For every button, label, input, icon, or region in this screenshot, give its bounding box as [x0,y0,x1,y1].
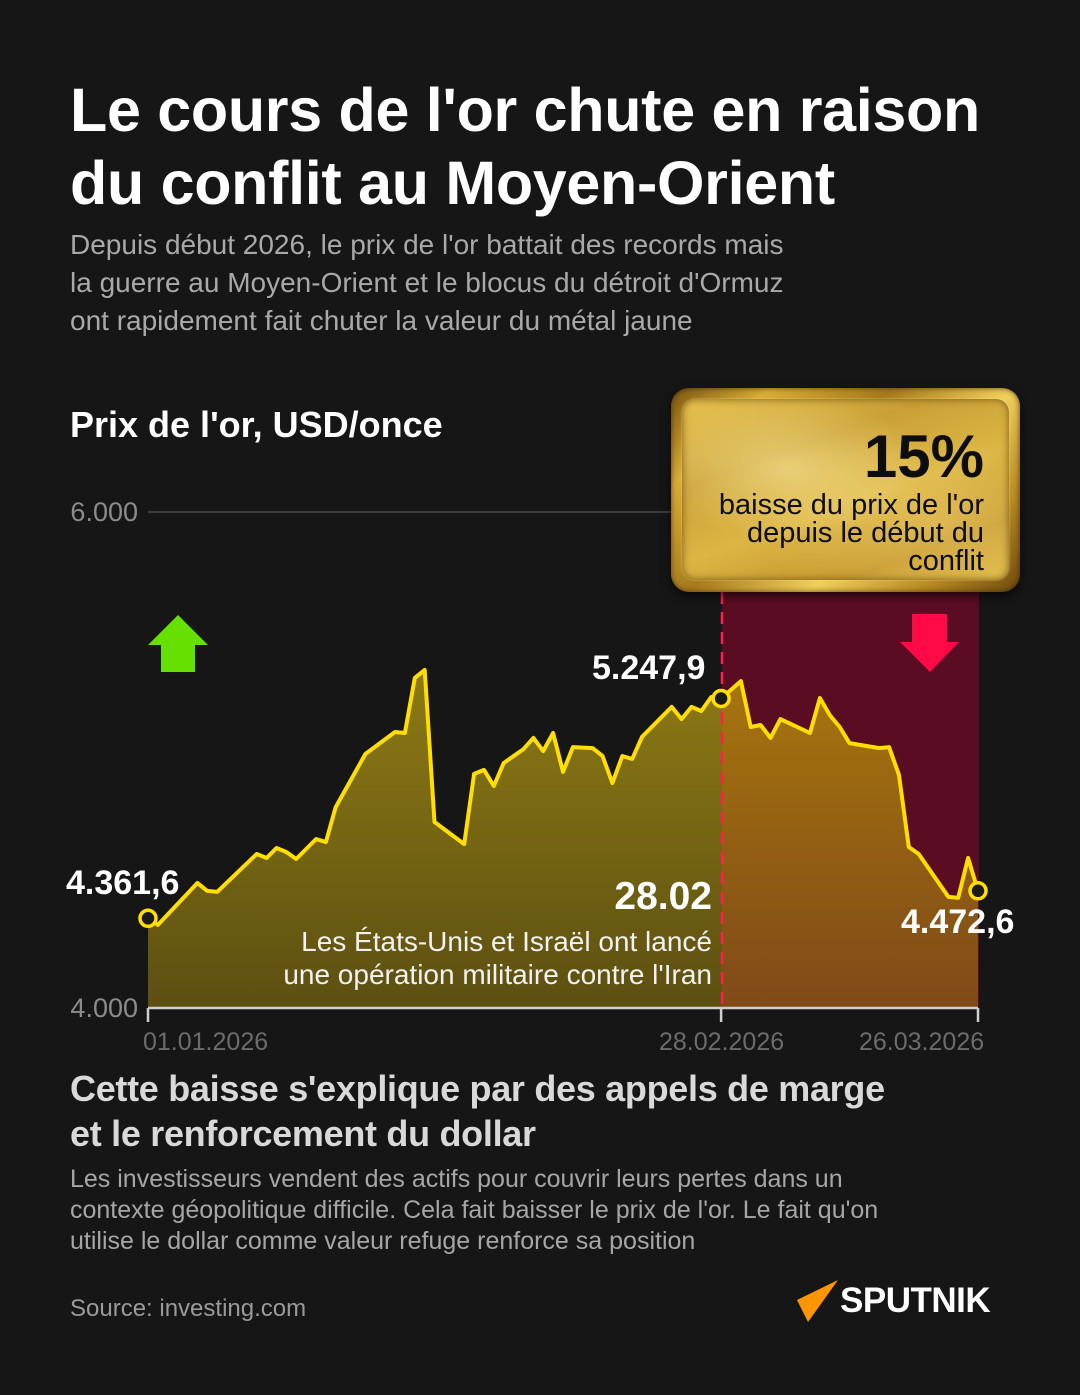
event-description-line-1: Les États-Unis et Israël ont lancé [301,926,712,957]
area-fill-before-conflict [148,670,722,1008]
value-label-conflict-start: 5.247,9 [592,649,706,687]
callout-text: baisse du prix de l'or depuis le début d… [718,489,984,577]
section-heading-line-2: et le renforcement du dollar [70,1113,536,1154]
section-body-line-2: contexte géopolitique difficile. Cela fa… [70,1196,879,1224]
y-tick-4000: 4.000 [70,993,138,1023]
data-markers [138,688,988,929]
data-point-marker [138,908,158,929]
gold-bar-face: 15% baisse du prix de l'or depuis le déb… [682,399,1009,580]
sputnik-logo-icon [797,1280,838,1322]
page-title-line-1: Le cours de l'or chute en raison [70,76,980,144]
callout-line-2: depuis le début du [746,517,984,549]
x-axis-ticks [146,1008,980,1022]
page-title-line-2: du conflit au Moyen-Orient [70,149,835,217]
chart-title: Prix de l'or, USD/once [70,404,443,445]
arrow-up-icon [148,615,208,672]
x-tick-26-03-2026: 26.03.2026 [859,1028,985,1056]
area-fill-after-conflict [721,681,978,1008]
price-line [146,668,980,927]
subtitle-line-3: ont rapidement fait chuter la valeur du … [70,305,693,336]
y-tick-6000: 6.000 [70,497,138,527]
data-point-marker [711,688,731,709]
data-point-marker [968,881,988,901]
x-tick-01-01-2026: 01.01.2026 [143,1028,269,1056]
subtitle-line-1: Depuis début 2026, le prix de l'or batta… [70,229,784,260]
sputnik-logo-text: SPUTNIK [840,1281,991,1320]
event-description-line-2: une opération militaire contre l'Iran [283,959,712,990]
callout-line-3: conflit [908,545,984,577]
value-label-start: 4.361,6 [66,864,180,902]
gold-bar-callout: 15% baisse du prix de l'or depuis le déb… [671,388,1020,592]
source-credit: Source: investing.com [70,1295,307,1322]
x-tick-28-02-2026: 28.02.2026 [659,1028,785,1056]
event-date-label: 28.02 [614,875,712,918]
arrow-down-icon [900,614,959,672]
callout-line-1: baisse du prix de l'or [718,489,984,521]
callout-percent: 15% [863,423,984,490]
value-label-end: 4.472,6 [901,903,1015,941]
section-body-line-1: Les investisseurs vendent des actifs pou… [70,1165,843,1193]
subtitle-line-2: la guerre au Moyen-Orient et le blocus d… [70,267,784,298]
section-body-line-3: utilise le dollar comme valeur refuge re… [70,1227,696,1255]
section-heading-line-1: Cette baisse s'explique par des appels d… [70,1068,885,1109]
